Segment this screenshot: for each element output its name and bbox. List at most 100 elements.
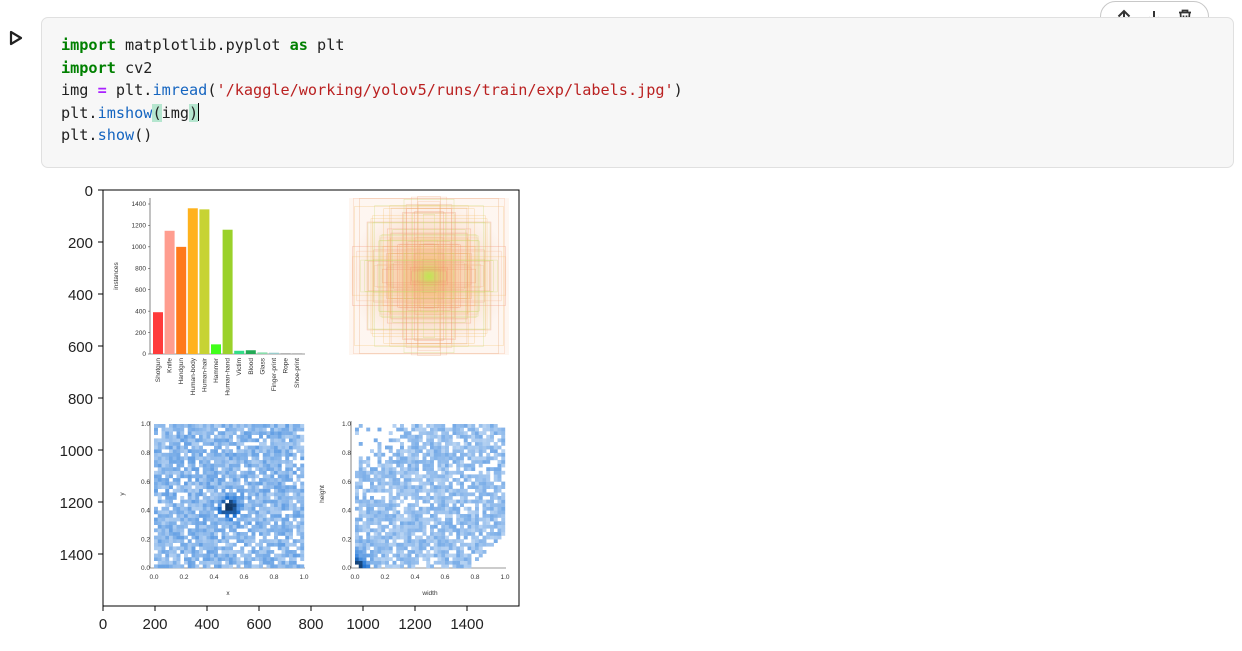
heatmap-cell	[184, 424, 188, 428]
heatmap-cell	[471, 539, 476, 543]
heatmap-cell	[172, 438, 177, 443]
heatmap-cell	[247, 528, 252, 533]
heatmap-cell	[157, 553, 162, 558]
heatmap-cell	[482, 499, 487, 504]
heatmap-cell	[445, 550, 449, 554]
heatmap-cell	[236, 456, 241, 461]
heatmap-cell	[274, 492, 278, 497]
heatmap-cell	[448, 442, 453, 446]
heatmap-cell	[475, 557, 479, 561]
heatmap-cell	[381, 528, 386, 533]
heatmap-cell	[184, 481, 188, 486]
heatmap-cell	[366, 546, 371, 551]
heatmap-cell	[403, 449, 408, 453]
heatmap-cell	[232, 496, 237, 500]
heatmap-cell	[221, 438, 226, 443]
code-editor[interactable]: import matplotlib.pyplot as plt import c…	[61, 34, 683, 147]
heatmap-cell	[358, 463, 363, 468]
heatmap-cell	[191, 463, 196, 468]
heatmap-cell	[493, 424, 498, 428]
heatmap-cell	[396, 470, 401, 475]
heatmap-cell	[289, 535, 293, 540]
heatmap-cell	[202, 532, 207, 536]
heatmap-cell	[206, 503, 211, 507]
heatmap-cell	[210, 478, 215, 482]
heatmap-cell	[355, 492, 359, 497]
heatmap-cell	[388, 532, 393, 536]
heatmap-cell	[501, 499, 506, 504]
heatmap-cell	[411, 514, 416, 518]
heatmap-cell	[236, 460, 241, 464]
box-outline	[392, 229, 466, 323]
heatmap-cell	[289, 463, 293, 468]
heatmap-cell	[430, 564, 434, 569]
heatmap-cell	[392, 474, 397, 479]
heatmap-cell	[214, 553, 218, 558]
heatmap-cell	[448, 496, 453, 500]
heatmap-cell	[251, 510, 256, 515]
heatmap-cell	[493, 506, 498, 511]
heatmap-cell	[396, 427, 401, 432]
heatmap-cell	[274, 503, 278, 507]
heatmap-cell	[225, 539, 230, 543]
heatmap-cell	[486, 456, 491, 461]
heatmap-cell	[411, 452, 416, 457]
heatmap-cell	[415, 546, 419, 551]
x-axis: 0 200 400 600 800 1000 1200 1400	[99, 606, 484, 633]
heatmap-cell	[497, 478, 502, 482]
heatmap-cell	[165, 503, 170, 507]
heatmap-cell	[377, 499, 382, 504]
heatmap-cell	[154, 506, 158, 511]
heatmap-cell	[426, 535, 431, 540]
heatmap-cell	[407, 445, 412, 450]
heatmap-cell	[229, 424, 233, 428]
heatmap-cell	[490, 485, 494, 489]
heatmap-cell	[471, 517, 476, 522]
heatmap-cell	[448, 463, 453, 468]
heatmap-cell	[385, 553, 389, 558]
heatmap-cell	[456, 449, 461, 453]
wh-y-tick-label: 0.4	[342, 508, 351, 515]
run-cell-button[interactable]	[6, 28, 26, 48]
heatmap-cell	[221, 546, 226, 551]
heatmap-cell	[157, 470, 162, 475]
wh-y-tick-label: 0.8	[342, 450, 351, 457]
heatmap-cell	[460, 564, 464, 569]
heatmap-cell	[221, 452, 226, 457]
heatmap-cell	[247, 434, 252, 439]
heatmap-cell	[292, 438, 297, 443]
heatmap-cell	[191, 564, 196, 569]
heatmap-cell	[176, 442, 181, 446]
heatmap-cell	[482, 524, 487, 529]
heatmap-cell	[255, 503, 260, 507]
heatmap-cell	[274, 442, 278, 446]
heatmap-cell	[199, 532, 203, 536]
heatmap-cell	[422, 460, 427, 464]
heatmap-cell	[388, 492, 393, 497]
bar-y-tick-label: 800	[135, 265, 146, 272]
heatmap-cell	[422, 496, 427, 500]
heatmap-cell	[355, 542, 359, 547]
heatmap-cell	[456, 463, 461, 468]
box-outline	[411, 267, 447, 285]
heatmap-cell	[373, 452, 378, 457]
code-cell[interactable]: import matplotlib.pyplot as plt import c…	[41, 17, 1234, 168]
heatmap-cell	[172, 546, 177, 551]
heatmap-cell	[202, 506, 207, 511]
heatmap-cell	[277, 445, 282, 450]
heatmap-cell	[180, 564, 185, 569]
heatmap-cell	[157, 528, 162, 533]
heatmap-cell	[251, 470, 256, 475]
heatmap-cell	[388, 456, 393, 461]
heatmap-cell	[373, 535, 378, 540]
heatmap-cell	[255, 424, 260, 428]
heatmap-cell	[400, 467, 404, 471]
heatmap-cell	[184, 521, 188, 525]
heatmap-cell	[456, 481, 461, 486]
heatmap-cell	[154, 431, 158, 435]
heatmap-cell	[415, 499, 419, 504]
heatmap-cell	[176, 553, 181, 558]
heatmap-cell	[202, 460, 207, 464]
heatmap-cell	[169, 449, 173, 453]
heatmap-cell	[471, 524, 476, 529]
